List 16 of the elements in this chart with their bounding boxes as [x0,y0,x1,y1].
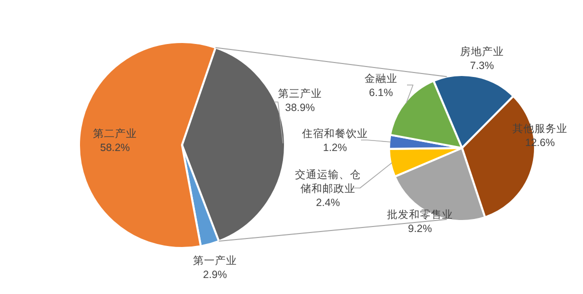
slice-label: 住宿和餐饮业 [302,127,368,140]
slice-label: 批发和零售业 [387,208,453,221]
slice-label: 第三产业 [278,87,322,100]
data-label: 7.3% [470,60,494,72]
data-label: 1.2% [323,142,347,154]
slice-label: 第二产业 [93,127,137,140]
data-label: 58.2% [100,142,130,154]
data-label: 6.1% [369,87,393,99]
slice-label: 交通运输、仓储和邮政业 [295,168,361,195]
data-label: 9.2% [408,223,432,235]
data-label: 38.9% [285,102,315,114]
slice-label: 第一产业 [193,254,237,267]
data-label: 2.4% [316,197,340,209]
slice-label: 金融业 [364,72,398,85]
slice-label: 房地产业 [460,45,504,58]
data-label: 2.9% [203,269,227,281]
